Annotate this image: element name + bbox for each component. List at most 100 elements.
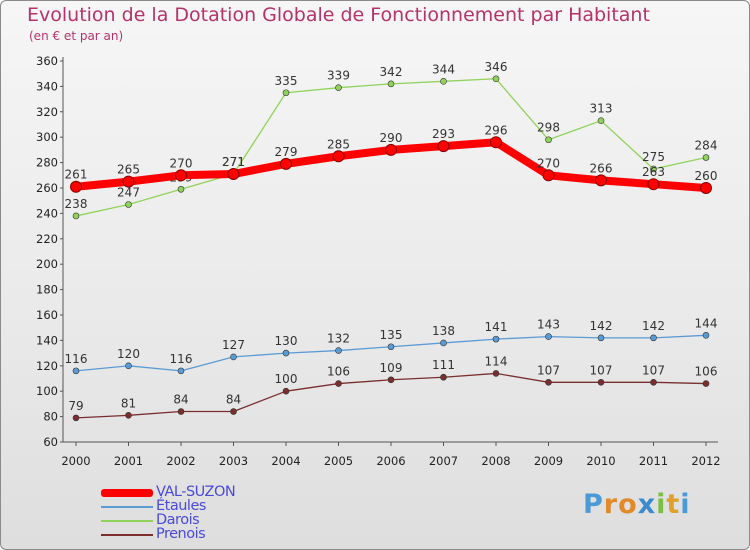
- data-point: [702, 332, 710, 339]
- data-label: 266: [590, 161, 613, 175]
- proxiti-logo: Proxiti: [583, 489, 691, 520]
- data-point: [545, 333, 552, 340]
- data-label: 270: [170, 156, 193, 170]
- data-point: [440, 78, 447, 85]
- data-point: [175, 169, 187, 182]
- legend-swatch: [101, 506, 153, 508]
- x-tick-label: 2010: [586, 454, 615, 468]
- data-point: [385, 143, 397, 156]
- x-tick-label: 2001: [114, 454, 143, 468]
- y-tick-label: 360: [36, 54, 58, 68]
- chart-title: Evolution de la Dotation Globale de Fonc…: [27, 4, 650, 26]
- data-label: 116: [170, 352, 193, 366]
- legend-label: Prenois: [156, 526, 206, 542]
- data-label: 132: [327, 332, 350, 346]
- data-point: [282, 349, 290, 357]
- logo-letter: i: [656, 489, 667, 520]
- legend-swatch: [101, 534, 153, 536]
- data-point: [335, 347, 342, 354]
- data-point: [387, 343, 395, 351]
- data-point: [597, 379, 605, 386]
- legend-swatch: [101, 520, 153, 522]
- x-tick-label: 2011: [639, 454, 668, 468]
- x-tick-label: 2003: [219, 454, 248, 468]
- data-label: 79: [68, 399, 83, 413]
- data-point: [597, 117, 605, 124]
- data-point: [280, 157, 292, 170]
- y-tick-label: 340: [36, 79, 58, 93]
- data-point: [230, 408, 237, 415]
- data-point: [542, 169, 555, 182]
- data-label: 100: [275, 372, 298, 386]
- data-point: [387, 376, 395, 384]
- data-point: [545, 136, 552, 144]
- data-label: 84: [226, 393, 241, 407]
- data-point: [70, 180, 82, 193]
- data-point: [332, 150, 345, 163]
- data-point: [125, 201, 132, 208]
- data-point: [335, 380, 342, 387]
- y-tick-label: 260: [36, 181, 58, 195]
- x-tick-label: 2009: [534, 454, 563, 468]
- data-point: [122, 175, 135, 188]
- data-label: 335: [275, 74, 298, 88]
- data-label: 275: [642, 150, 665, 164]
- y-tick-label: 180: [36, 283, 58, 297]
- logo-letter: x: [637, 489, 657, 520]
- data-point: [545, 379, 552, 386]
- data-point: [177, 408, 185, 415]
- y-tick-label: 320: [36, 105, 58, 119]
- data-label: 261: [65, 168, 88, 182]
- legend-label: VAL-SUZON: [156, 484, 236, 500]
- legend-label: Étaules: [156, 498, 206, 514]
- data-point: [72, 414, 80, 422]
- data-label: 260: [695, 169, 718, 183]
- data-point: [650, 165, 657, 173]
- data-label: 263: [642, 165, 665, 179]
- data-label: 135: [380, 328, 403, 342]
- data-point: [702, 380, 710, 387]
- data-point: [227, 168, 240, 181]
- data-label: 271: [222, 155, 245, 169]
- y-tick-label: 100: [36, 384, 58, 398]
- data-label: 81: [121, 396, 136, 410]
- data-point: [492, 335, 500, 343]
- x-tick-label: 2005: [324, 454, 353, 468]
- data-label: 143: [537, 318, 560, 332]
- data-point: [335, 84, 342, 91]
- x-tick-label: 2007: [429, 454, 458, 468]
- data-label: 142: [590, 319, 613, 333]
- y-tick-label: 220: [36, 232, 58, 246]
- data-label: 339: [327, 69, 350, 83]
- data-label: 290: [380, 131, 403, 145]
- logo-letter: i: [680, 489, 691, 520]
- data-label: 284: [695, 139, 718, 153]
- data-label: 109: [380, 361, 403, 375]
- x-tick-label: 2002: [166, 454, 195, 468]
- legend-swatch: [101, 489, 153, 497]
- data-label: 138: [432, 324, 455, 338]
- data-point: [650, 379, 657, 386]
- x-tick-label: 2012: [691, 454, 720, 468]
- data-label: 107: [537, 363, 560, 377]
- data-label: 296: [485, 123, 508, 137]
- data-label: 130: [275, 334, 298, 348]
- data-point: [702, 154, 710, 161]
- data-label: 265: [117, 163, 140, 177]
- data-label: 313: [590, 102, 613, 116]
- data-point: [72, 212, 80, 220]
- data-point: [597, 334, 605, 342]
- legend-item: VAL-SUZON: [101, 484, 401, 500]
- data-point: [647, 178, 660, 191]
- x-tick-label: 2006: [376, 454, 405, 468]
- data-label: 346: [485, 60, 508, 74]
- y-tick-label: 280: [36, 156, 58, 170]
- data-label: 247: [117, 186, 140, 200]
- data-label: 142: [642, 319, 665, 333]
- y-tick-label: 240: [36, 206, 58, 220]
- data-label: 84: [173, 393, 188, 407]
- data-label: 107: [642, 363, 665, 377]
- data-label: 344: [432, 62, 455, 76]
- data-label: 127: [222, 338, 245, 352]
- data-point: [230, 353, 237, 361]
